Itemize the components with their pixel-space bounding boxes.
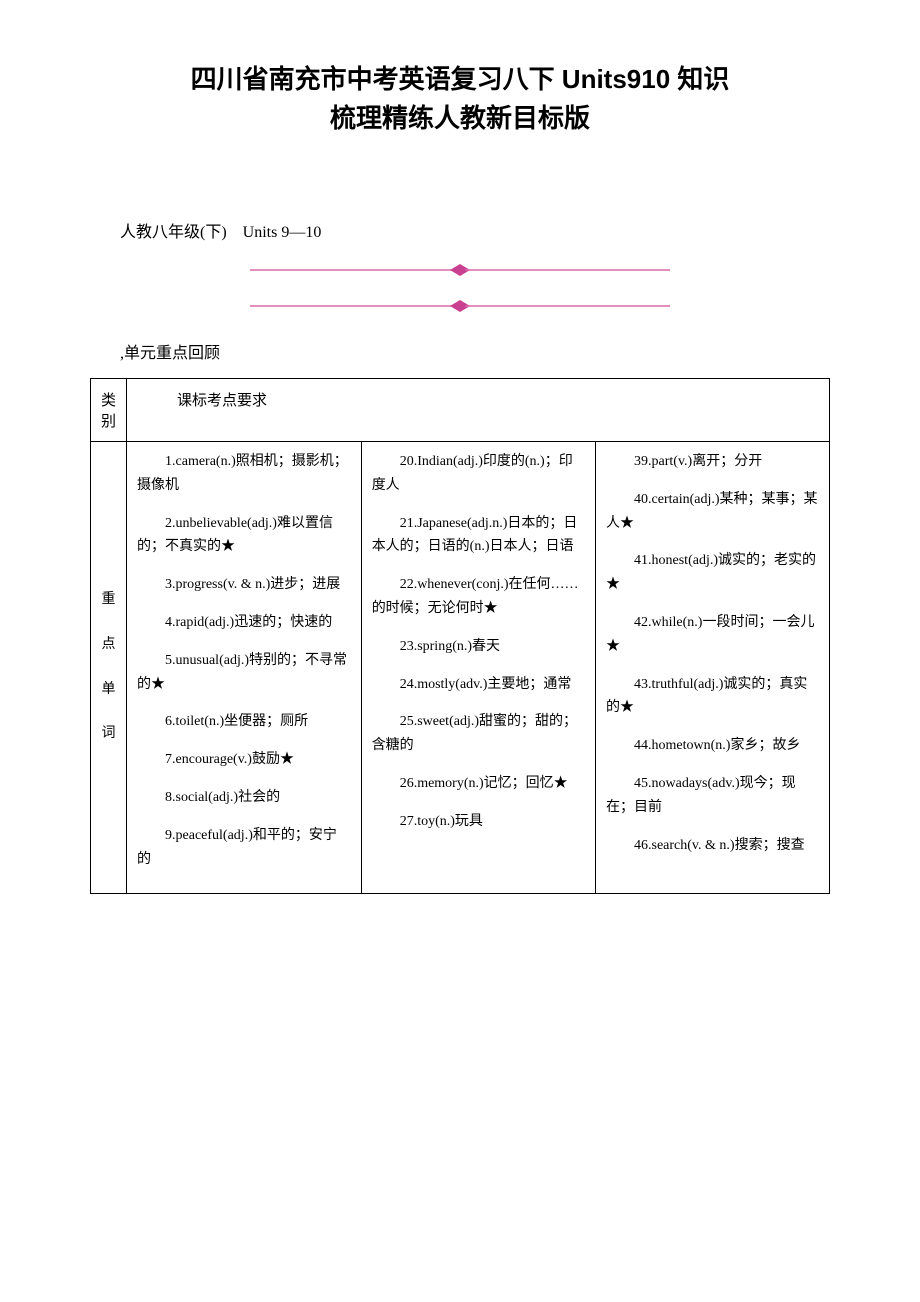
vocab-column-2: 20.Indian(adj.)印度的(n.)；印度人 21.Japanese(a… (361, 442, 595, 894)
grade-subtitle: 人教八年级(下) Units 9—10 (120, 218, 830, 242)
vocab-item: 42.while(n.)一段时间；一会儿★ (606, 611, 819, 659)
vocab-column-1: 1.camera(n.)照相机；摄影机；摄像机 2.unbelievable(a… (127, 442, 362, 894)
vocabulary-table: 类别 课标考点要求 重 点 单 词 1.camera(n.)照相机；摄影机；摄像… (90, 378, 830, 894)
section-label: ,单元重点回顾 (120, 339, 830, 363)
vocab-item: 25.sweet(adj.)甜蜜的；甜的；含糖的 (372, 710, 585, 758)
vocab-item: 1.camera(n.)照相机；摄影机；摄像机 (137, 450, 351, 498)
decorative-divider-2 (90, 298, 830, 319)
vocab-item: 21.Japanese(adj.n.)日本的；日本人的；日语的(n.)日本人；日… (372, 512, 585, 560)
vocab-item: 3.progress(v. & n.)进步；进展 (137, 573, 351, 597)
title-line-2: 梳理精练人教新目标版 (330, 103, 590, 133)
vocab-item: 43.truthful(adj.)诚实的；真实的★ (606, 673, 819, 721)
vocab-item: 46.search(v. & n.)搜索；搜查 (606, 834, 819, 858)
vocab-item: 20.Indian(adj.)印度的(n.)；印度人 (372, 450, 585, 498)
decorative-divider-1 (90, 262, 830, 283)
vocab-item: 45.nowadays(adv.)现今；现在；目前 (606, 772, 819, 820)
vocab-item: 2.unbelievable(adj.)难以置信的；不真实的★ (137, 512, 351, 560)
vocab-item: 44.hometown(n.)家乡；故乡 (606, 734, 819, 758)
vocab-item: 6.toilet(n.)坐便器；厕所 (137, 710, 351, 734)
row-label-char: 点 (93, 623, 124, 668)
row-label-char: 单 (93, 668, 124, 713)
title-line-1: 四川省南充市中考英语复习八下 Units910 知识 (191, 64, 730, 94)
vocab-item: 26.memory(n.)记忆；回忆★ (372, 772, 585, 796)
header-category: 类别 (91, 379, 127, 442)
document-title: 四川省南充市中考英语复习八下 Units910 知识 梳理精练人教新目标版 (90, 60, 830, 138)
vocab-item: 27.toy(n.)玩具 (372, 810, 585, 834)
vocab-item: 39.part(v.)离开；分开 (606, 450, 819, 474)
vocab-item: 8.social(adj.)社会的 (137, 786, 351, 810)
table-content-row: 重 点 单 词 1.camera(n.)照相机；摄影机；摄像机 2.unbeli… (91, 442, 830, 894)
vocab-item: 23.spring(n.)春天 (372, 635, 585, 659)
vocab-item: 40.certain(adj.)某种；某事；某人★ (606, 488, 819, 536)
header-requirement: 课标考点要求 (127, 379, 830, 442)
row-label-char: 词 (93, 712, 124, 757)
row-label-char: 重 (93, 578, 124, 623)
vocab-item: 24.mostly(adv.)主要地；通常 (372, 673, 585, 697)
vocab-item: 22.whenever(conj.)在任何……的时候；无论何时★ (372, 573, 585, 621)
vocab-item: 5.unusual(adj.)特别的；不寻常的★ (137, 649, 351, 697)
vocab-item: 4.rapid(adj.)迅速的；快速的 (137, 611, 351, 635)
vocab-item: 41.honest(adj.)诚实的；老实的★ (606, 549, 819, 597)
row-label-vocabulary: 重 点 单 词 (91, 442, 127, 894)
table-header-row: 类别 课标考点要求 (91, 379, 830, 442)
vocab-item: 9.peaceful(adj.)和平的；安宁的 (137, 824, 351, 872)
vocab-column-3: 39.part(v.)离开；分开 40.certain(adj.)某种；某事；某… (596, 442, 830, 894)
vocab-item: 7.encourage(v.)鼓励★ (137, 748, 351, 772)
